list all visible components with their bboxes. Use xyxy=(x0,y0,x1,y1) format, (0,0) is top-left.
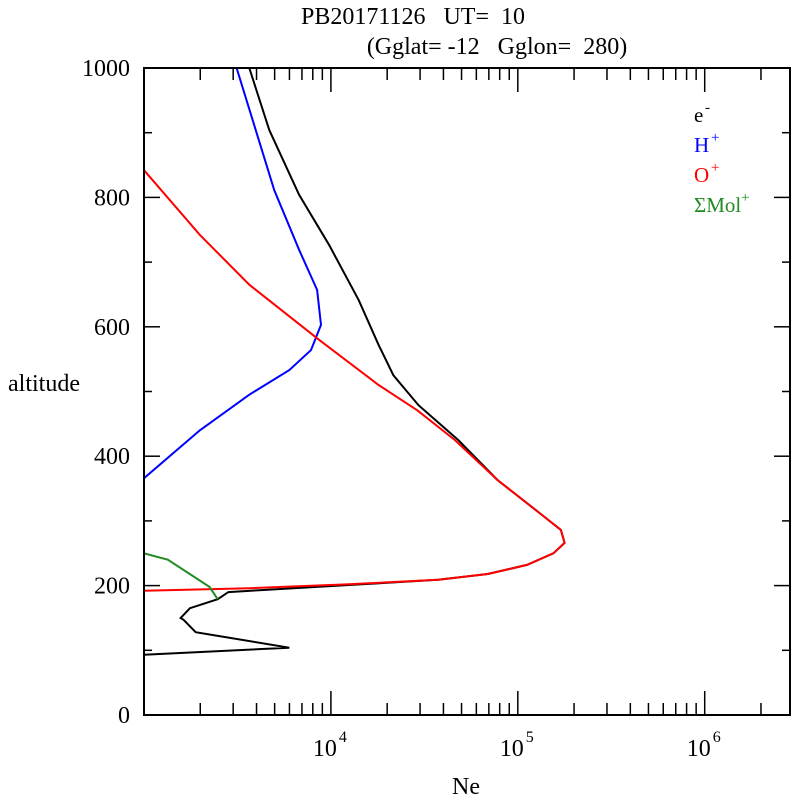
x-tick-label: 10 xyxy=(313,736,337,762)
x-tick-exponent: 4 xyxy=(339,729,347,746)
x-tick-label: 10 xyxy=(500,736,524,762)
legend-superscript: - xyxy=(705,100,710,116)
legend-superscript: + xyxy=(741,190,749,206)
legend-label: H xyxy=(694,133,709,157)
series-line-3 xyxy=(144,552,219,600)
series-line-1 xyxy=(144,68,323,479)
series-line-0 xyxy=(144,68,566,656)
x-tick-exponent: 6 xyxy=(713,729,721,746)
legend-superscript: + xyxy=(711,160,719,176)
y-tick-label: 600 xyxy=(94,315,130,341)
chart-title: PB20171126 UT= 10 xyxy=(301,4,525,30)
legend-label: e xyxy=(694,103,703,127)
chart-subtitle: (Gglat= -12 Gglon= 280) xyxy=(367,34,627,60)
y-tick-label: 0 xyxy=(118,703,130,729)
legend-label: ΣMol xyxy=(694,193,741,217)
y-tick-label: 800 xyxy=(94,185,130,211)
series-line-2 xyxy=(144,169,566,592)
y-tick-label: 200 xyxy=(94,574,130,600)
x-axis-label: Ne xyxy=(452,774,480,796)
legend-superscript: + xyxy=(711,130,719,146)
legend-label: O xyxy=(694,163,709,187)
y-axis-label: altitude xyxy=(8,371,80,397)
x-tick-label: 10 xyxy=(687,736,711,762)
x-tick-exponent: 5 xyxy=(526,729,534,746)
y-tick-label: 400 xyxy=(94,444,130,470)
y-tick-label: 1000 xyxy=(82,56,130,82)
